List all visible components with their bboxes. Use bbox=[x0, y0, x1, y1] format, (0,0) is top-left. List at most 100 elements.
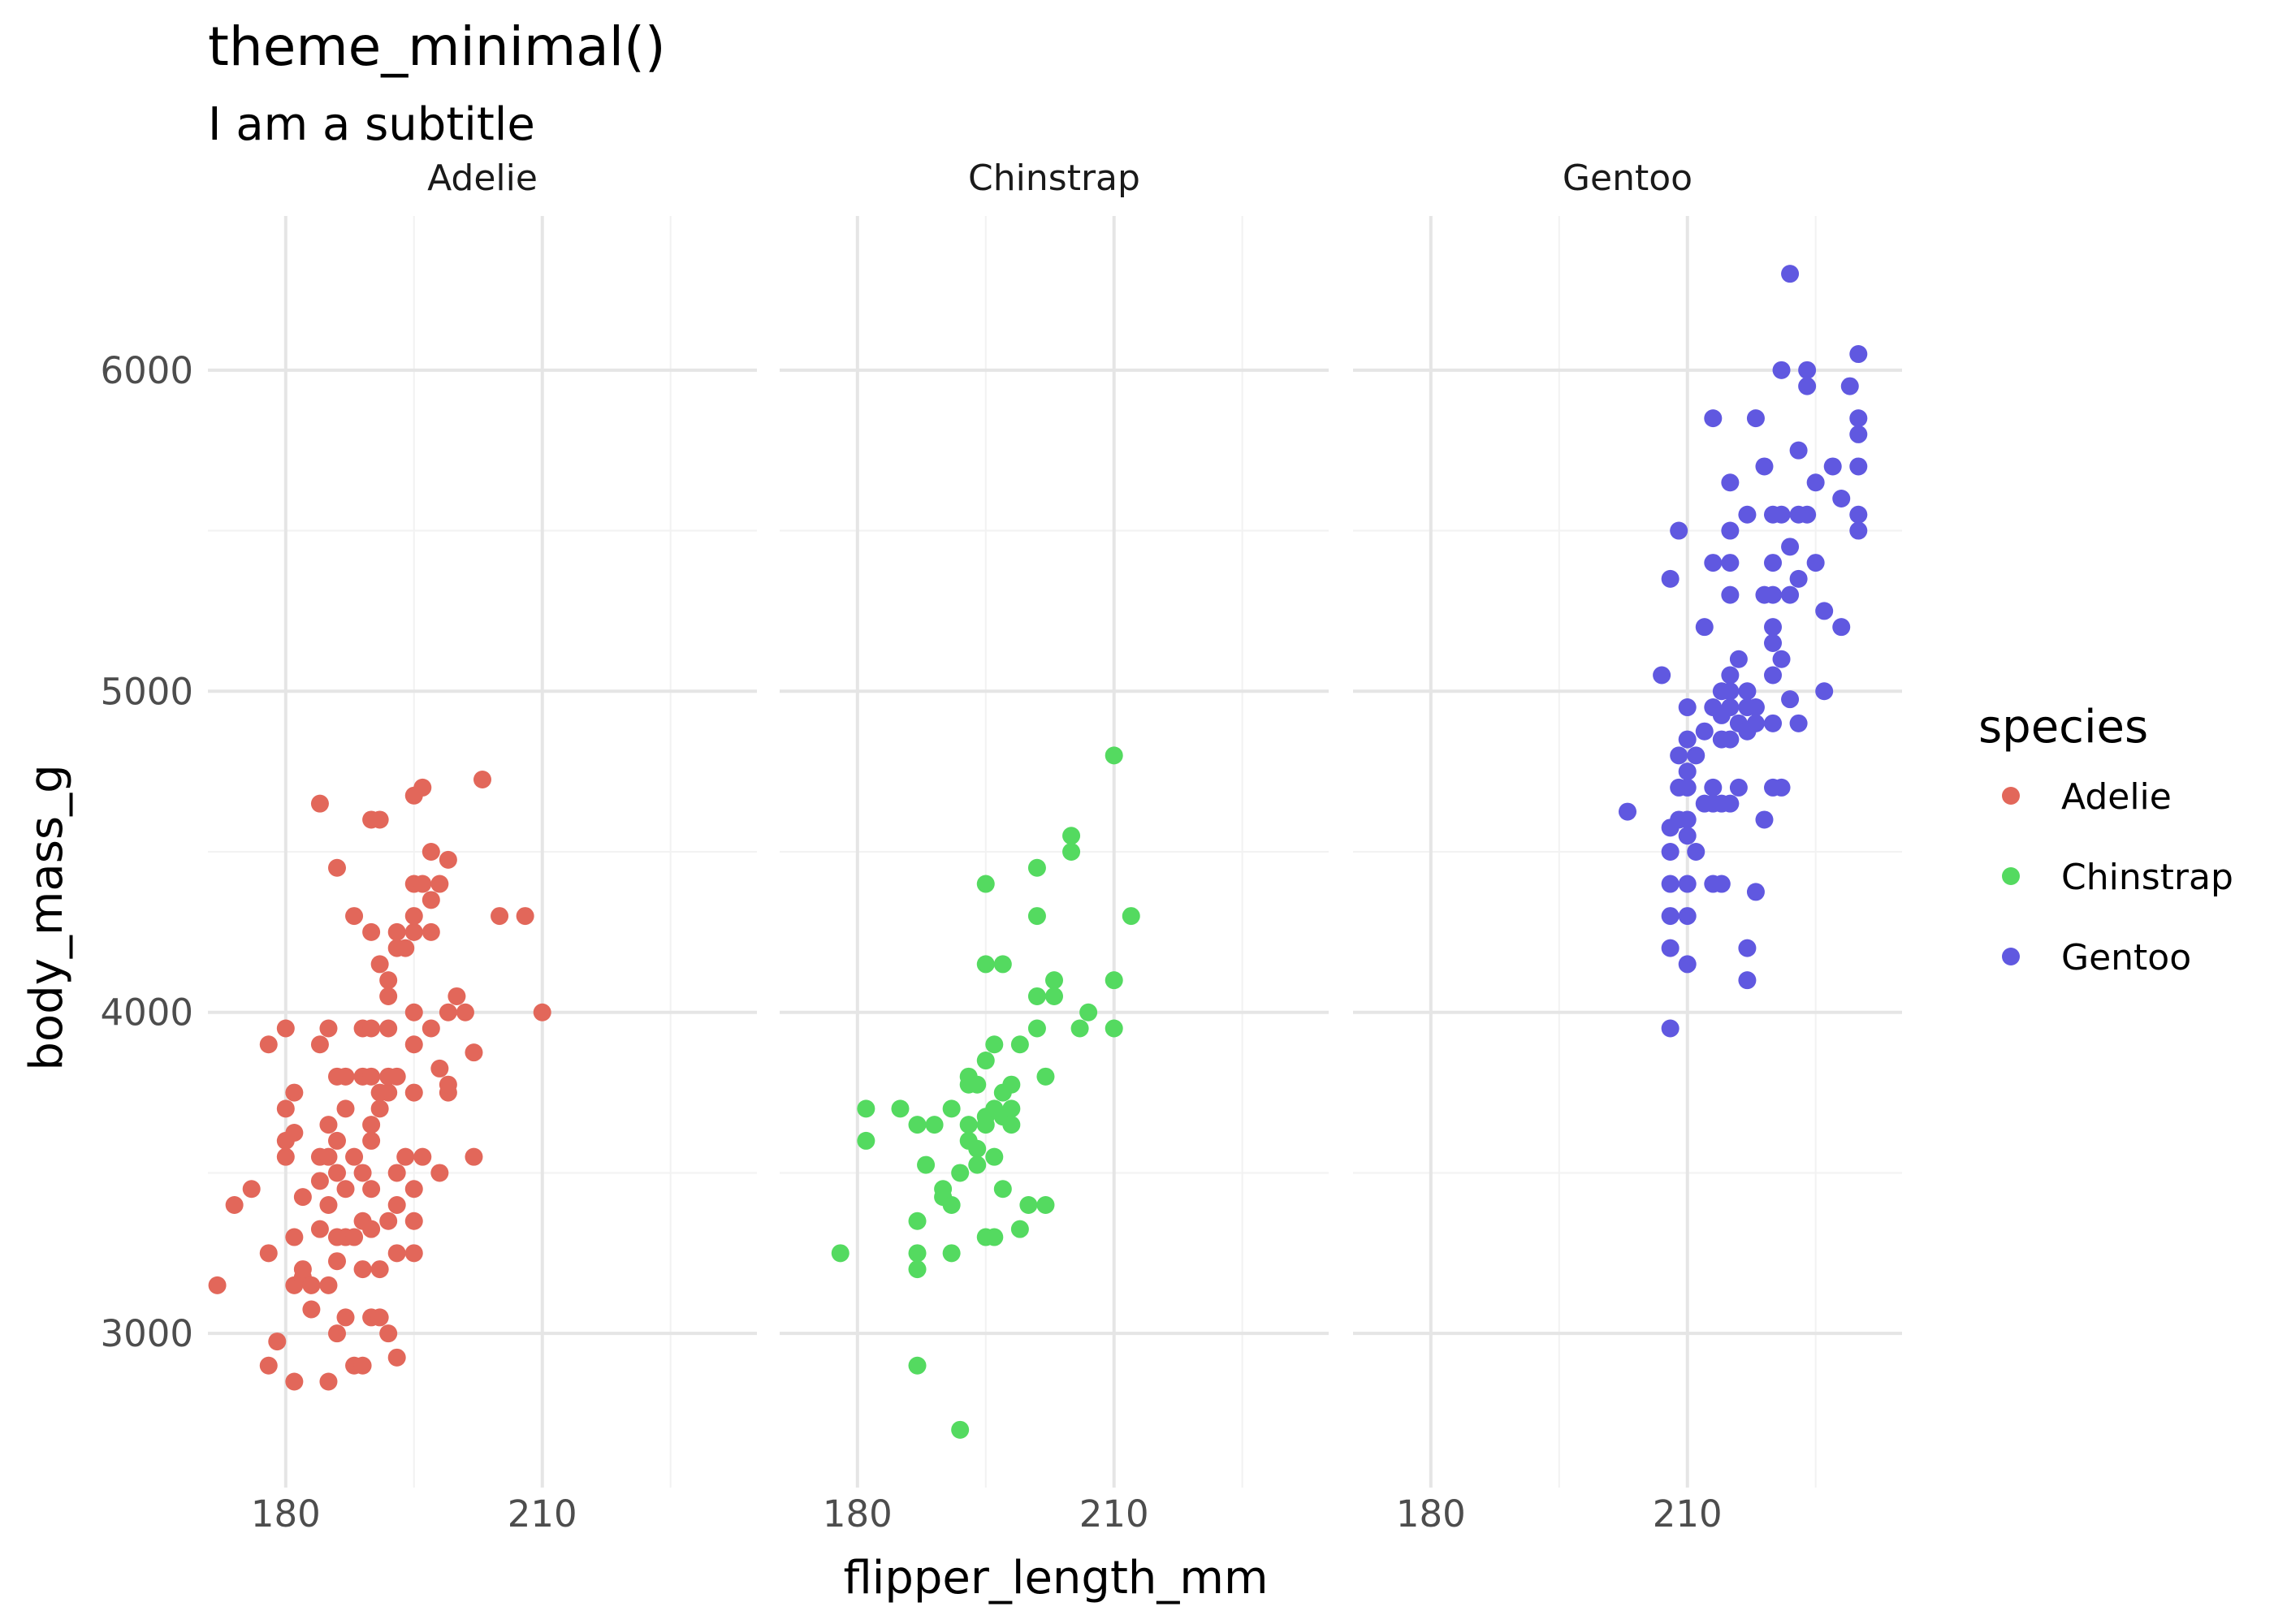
legend-label: Gentoo bbox=[2061, 937, 2191, 978]
data-point-adelie bbox=[404, 907, 423, 926]
data-point-chinstrap bbox=[1122, 907, 1140, 926]
data-point-gentoo bbox=[1798, 361, 1817, 379]
x-tick-label: 180 bbox=[823, 1492, 893, 1535]
data-point-chinstrap bbox=[1002, 1099, 1021, 1118]
legend-key-chinstrap bbox=[2002, 867, 2020, 885]
data-point-gentoo bbox=[1678, 778, 1697, 797]
data-point-chinstrap bbox=[908, 1116, 927, 1134]
data-point-adelie bbox=[404, 1212, 423, 1230]
data-point-adelie bbox=[370, 1099, 389, 1118]
data-point-chinstrap bbox=[951, 1164, 970, 1182]
data-point-adelie bbox=[362, 1180, 381, 1199]
data-point-gentoo bbox=[1849, 521, 1868, 540]
data-point-chinstrap bbox=[1105, 746, 1123, 765]
data-point-adelie bbox=[327, 858, 346, 877]
data-point-chinstrap bbox=[1027, 1019, 1046, 1038]
data-point-gentoo bbox=[1678, 730, 1697, 749]
data-point-adelie bbox=[516, 907, 534, 926]
data-point-gentoo bbox=[1781, 585, 1800, 604]
data-point-chinstrap bbox=[1062, 843, 1081, 861]
data-point-adelie bbox=[422, 922, 440, 941]
data-point-gentoo bbox=[1764, 633, 1783, 652]
data-point-adelie bbox=[345, 1147, 364, 1166]
x-tick-label: 180 bbox=[1396, 1492, 1466, 1535]
data-point-gentoo bbox=[1721, 666, 1740, 685]
data-point-chinstrap bbox=[925, 1116, 944, 1134]
data-point-gentoo bbox=[1721, 521, 1740, 540]
data-point-gentoo bbox=[1746, 698, 1765, 717]
data-point-adelie bbox=[465, 1147, 483, 1166]
data-point-gentoo bbox=[1661, 1019, 1680, 1038]
data-point-adelie bbox=[276, 1147, 295, 1166]
data-point-gentoo bbox=[1798, 505, 1817, 524]
data-point-gentoo bbox=[1764, 618, 1783, 637]
data-point-adelie bbox=[456, 1003, 474, 1021]
data-point-adelie bbox=[319, 1372, 338, 1391]
data-point-gentoo bbox=[1678, 810, 1697, 829]
data-point-gentoo bbox=[1678, 907, 1697, 926]
data-point-chinstrap bbox=[993, 955, 1012, 974]
data-point-gentoo bbox=[1806, 473, 1825, 492]
facet-strip-label: Adelie bbox=[427, 158, 538, 199]
data-point-adelie bbox=[336, 1099, 355, 1118]
data-point-chinstrap bbox=[976, 1052, 995, 1070]
data-point-chinstrap bbox=[942, 1099, 961, 1118]
legend-label: Adelie bbox=[2061, 776, 2172, 818]
data-point-gentoo bbox=[1781, 265, 1800, 283]
data-point-adelie bbox=[387, 1348, 406, 1367]
data-point-chinstrap bbox=[1036, 1067, 1055, 1086]
data-point-adelie bbox=[533, 1003, 551, 1021]
data-point-gentoo bbox=[1738, 682, 1757, 701]
data-point-gentoo bbox=[1678, 875, 1697, 893]
data-point-adelie bbox=[396, 939, 415, 957]
data-point-chinstrap bbox=[1027, 987, 1046, 1005]
data-point-adelie bbox=[327, 1252, 346, 1271]
data-point-gentoo bbox=[1781, 538, 1800, 556]
data-point-gentoo bbox=[1772, 650, 1791, 668]
data-point-chinstrap bbox=[908, 1260, 927, 1279]
data-point-adelie bbox=[413, 1147, 432, 1166]
data-point-chinstrap bbox=[1027, 907, 1046, 926]
data-point-adelie bbox=[319, 1276, 338, 1294]
data-point-gentoo bbox=[1695, 722, 1714, 741]
data-point-adelie bbox=[310, 1172, 329, 1190]
x-tick-label: 210 bbox=[1653, 1492, 1723, 1535]
data-point-gentoo bbox=[1678, 762, 1697, 781]
data-point-chinstrap bbox=[1010, 1220, 1029, 1238]
data-point-adelie bbox=[362, 922, 381, 941]
legend-title: species bbox=[1978, 701, 2148, 754]
x-tick-label: 210 bbox=[1079, 1492, 1149, 1535]
data-point-gentoo bbox=[1823, 457, 1842, 476]
data-point-adelie bbox=[387, 1164, 406, 1182]
y-tick-label: 4000 bbox=[100, 991, 193, 1034]
data-point-adelie bbox=[293, 1260, 312, 1279]
data-point-chinstrap bbox=[951, 1420, 970, 1439]
data-point-adelie bbox=[387, 922, 406, 941]
data-point-chinstrap bbox=[993, 1180, 1012, 1199]
data-point-gentoo bbox=[1678, 698, 1697, 717]
facet-panel-chinstrap: 180 210 Chinstrap bbox=[780, 158, 1329, 1535]
data-point-adelie bbox=[310, 794, 329, 813]
data-point-gentoo bbox=[1661, 843, 1680, 861]
data-point-gentoo bbox=[1755, 457, 1774, 476]
facet-panel-adelie: 180 210 Adelie bbox=[208, 158, 757, 1535]
data-point-adelie bbox=[293, 1188, 312, 1207]
data-point-adelie bbox=[285, 1228, 304, 1246]
data-point-gentoo bbox=[1661, 569, 1680, 588]
data-point-gentoo bbox=[1840, 377, 1859, 395]
data-point-gentoo bbox=[1661, 875, 1680, 893]
legend-label: Chinstrap bbox=[2061, 857, 2233, 898]
data-point-adelie bbox=[310, 1220, 329, 1238]
data-point-chinstrap bbox=[1105, 971, 1123, 990]
data-point-chinstrap bbox=[968, 1075, 987, 1094]
data-point-gentoo bbox=[1832, 490, 1851, 508]
data-point-adelie bbox=[362, 1220, 381, 1238]
data-point-adelie bbox=[370, 1260, 389, 1279]
facet-panels: 180 210 Adelie 180 210 Chinstrap 180 210 Gentoo bbox=[208, 158, 1902, 1535]
data-point-chinstrap bbox=[1002, 1116, 1021, 1134]
data-point-adelie bbox=[345, 907, 364, 926]
data-point-adelie bbox=[353, 1356, 372, 1375]
data-point-adelie bbox=[473, 771, 491, 789]
data-point-chinstrap bbox=[1045, 971, 1063, 990]
